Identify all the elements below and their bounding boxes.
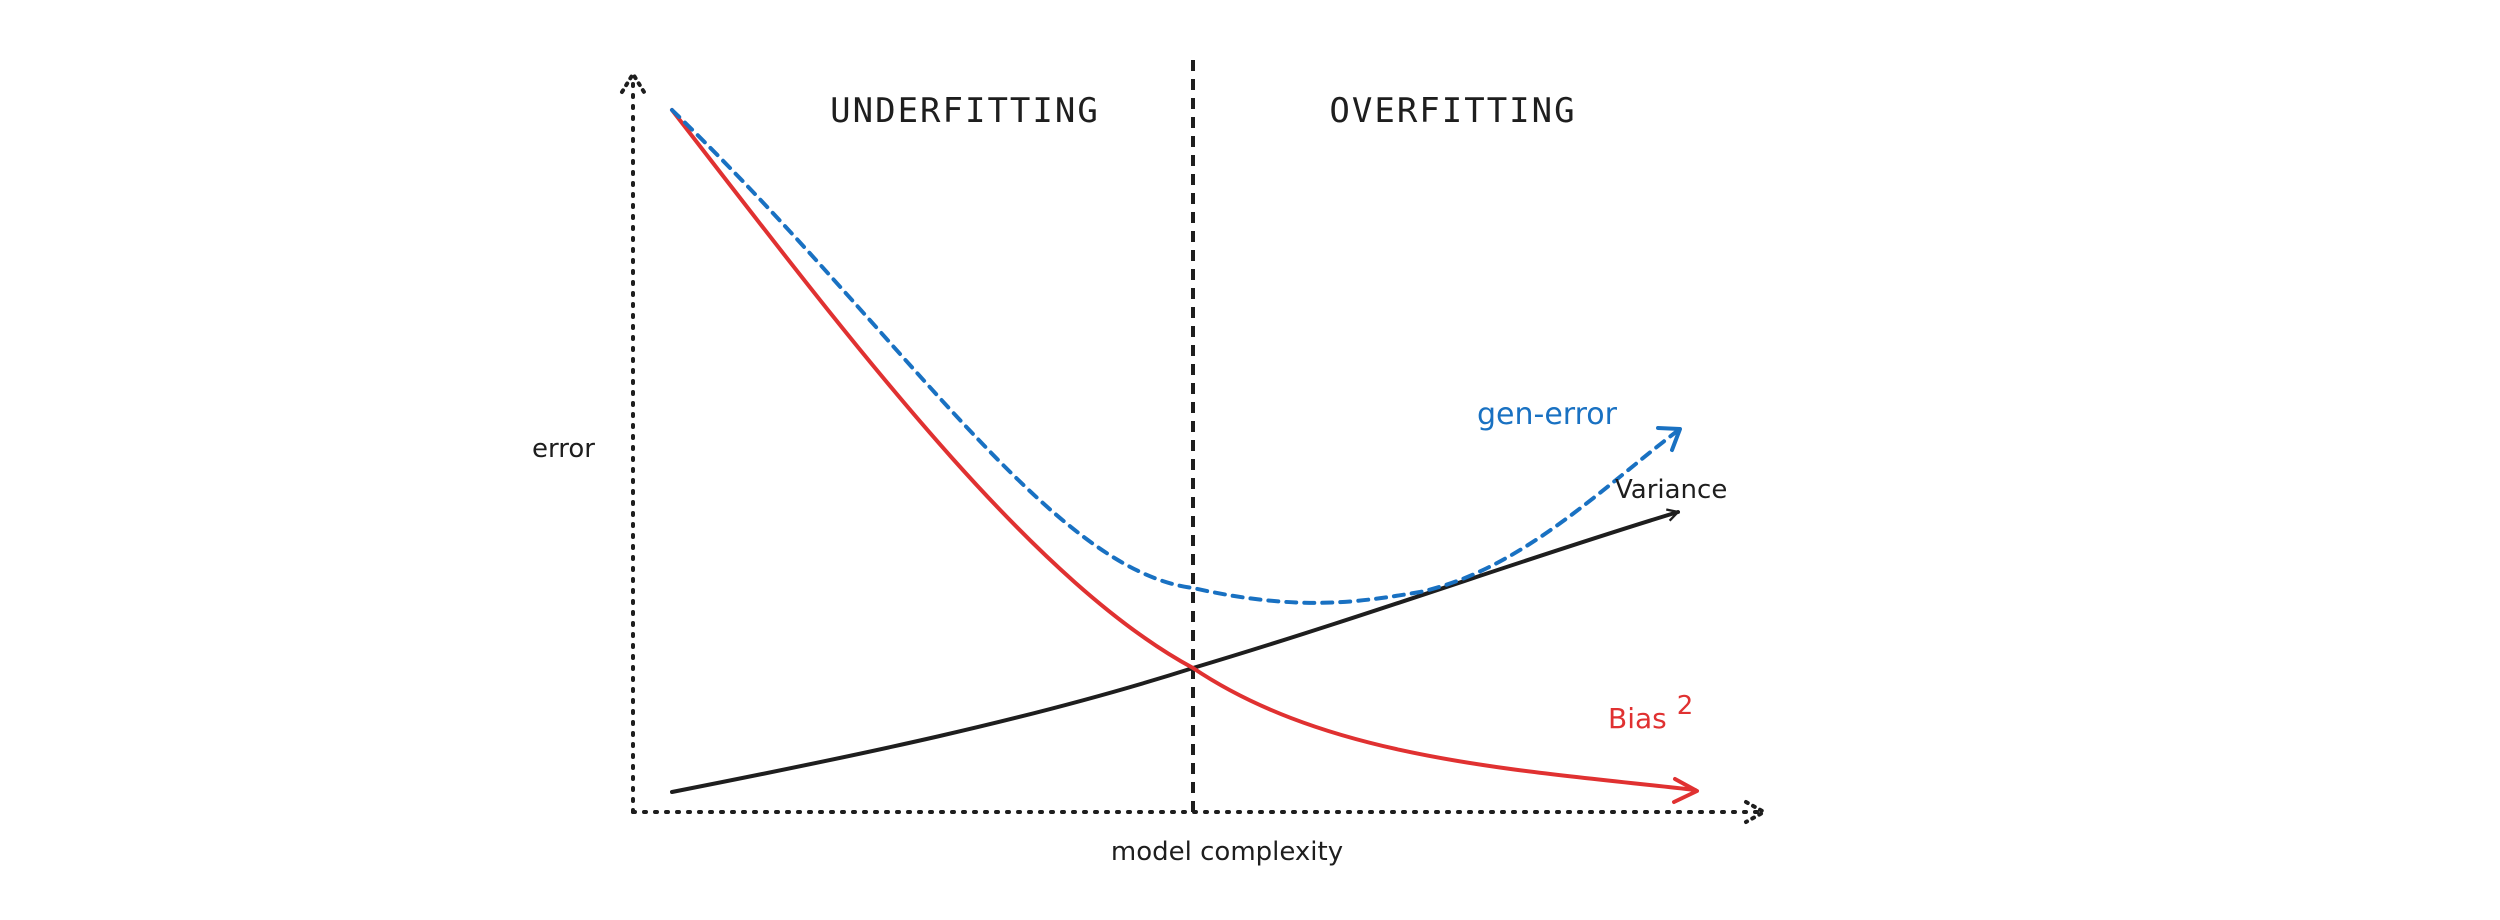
bias-squared-label-exponent: 2 [1677, 691, 1694, 721]
gen-error-curve [670, 108, 1678, 605]
gen-error-arrow-icon [1656, 426, 1682, 452]
x-axis-arrow-icon [1744, 800, 1769, 824]
y-axis-arrow-icon [620, 70, 646, 94]
variance-curve [670, 512, 1678, 794]
y-axis [620, 70, 646, 814]
variance-label: Variance [1615, 475, 1727, 505]
y-axis-label: error [532, 434, 595, 464]
x-axis-label: model complexity [1111, 837, 1343, 867]
overfitting-label: OVERFITTING [1329, 91, 1576, 131]
bias-squared-arrow-icon [1672, 777, 1699, 804]
gen-error-label: gen-error [1477, 397, 1618, 432]
bias-squared-label: Bias 2 [1608, 691, 1693, 735]
bias-squared-curve [670, 108, 1697, 792]
bias-squared-label-text: Bias [1608, 702, 1667, 735]
underfitting-label: UNDERFITTING [830, 91, 1100, 131]
x-axis [631, 800, 1769, 824]
